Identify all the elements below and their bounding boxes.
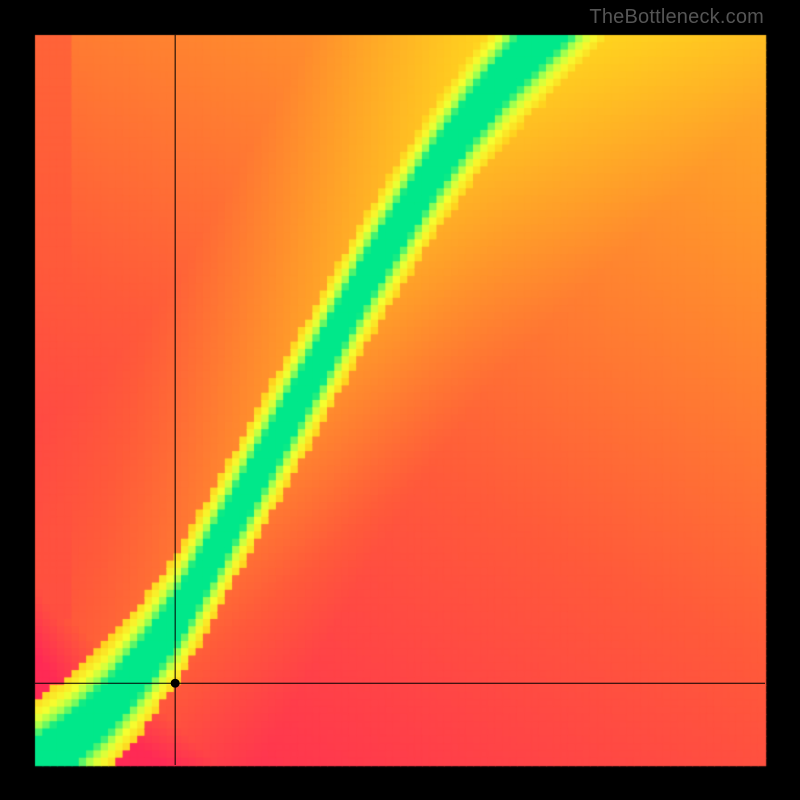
bottleneck-heatmap-canvas — [0, 0, 800, 800]
chart-container: TheBottleneck.com — [0, 0, 800, 800]
watermark-label: TheBottleneck.com — [589, 6, 764, 29]
